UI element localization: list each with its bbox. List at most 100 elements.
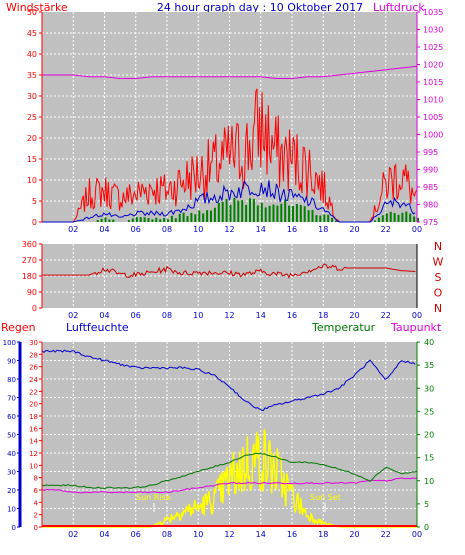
wind-x-tick-label: 20 — [349, 225, 359, 234]
wind-calm-bar — [381, 215, 384, 222]
sunset-label: Sun Set — [310, 493, 341, 502]
wind-y-tick-label: 40 — [27, 50, 37, 59]
wind-calm-bar — [100, 218, 103, 222]
humidity-y-tick-label: 90 — [7, 358, 16, 366]
wind-calm-bar — [221, 201, 224, 222]
wind-calm-bar — [327, 214, 330, 222]
wind-calm-bar — [159, 219, 162, 222]
direction-x-tick-label: 08 — [162, 311, 172, 320]
wind-x-tick-label: 12 — [224, 225, 234, 234]
direction-letter: O — [434, 287, 443, 300]
wind-y-tick-label: 15 — [27, 155, 37, 164]
direction-x-tick-label: 10 — [193, 311, 203, 320]
rain-y-tick-label: 26 — [29, 364, 38, 372]
wind-calm-bar — [143, 217, 146, 222]
wind-calm-bar — [335, 220, 337, 222]
rain-y-tick-label: 10 — [29, 462, 38, 470]
chart-title: 24 hour graph day : 10 Oktober 2017 — [157, 1, 363, 14]
wind-calm-bar — [284, 199, 287, 222]
direction-x-tick-label: 06 — [131, 311, 141, 320]
wind-calm-bar — [217, 202, 220, 222]
wind-calm-bar — [194, 214, 197, 222]
rain-y-tick-label: 28 — [29, 351, 38, 359]
wind-calm-bar — [96, 220, 99, 222]
wind-x-tick-label: 02 — [68, 225, 78, 234]
rain-y-tick-label: 0 — [34, 524, 38, 532]
humidity-temperature-panel: 0102030405060708090100024681012141618202… — [3, 338, 435, 539]
humidity-x-tick-label: 08 — [162, 530, 172, 539]
wind-calm-bar — [409, 213, 412, 222]
pressure-y-tick-label: 975 — [423, 218, 438, 227]
humidity-x-tick-label: 14 — [256, 530, 266, 539]
wind-calm-bar — [323, 214, 326, 222]
pressure-y-tick-label: 995 — [423, 148, 438, 157]
wind-calm-bar — [131, 218, 134, 222]
direction-x-tick-label: 12 — [224, 311, 234, 320]
pressure-y-tick-label: 1005 — [423, 113, 443, 122]
temp-y-tick-label: 15 — [424, 454, 434, 463]
humidity-y-tick-label: 30 — [7, 469, 16, 477]
wind-pressure-panel: 0510152025303540455097598098599099510001… — [27, 8, 444, 234]
wind-calm-bar — [303, 206, 306, 222]
wind-x-tick-label: 04 — [99, 225, 109, 234]
humidity-x-tick-label: 18 — [318, 530, 328, 539]
temp-y-tick-label: 30 — [424, 384, 434, 393]
humidity-y-tick-label: 20 — [7, 487, 16, 495]
wind-calm-bar — [135, 217, 138, 222]
wind-calm-bar — [377, 217, 380, 222]
wind-calm-bar — [374, 220, 376, 222]
header-right-label: Luftdruck — [373, 1, 425, 14]
wind-x-tick-label: 08 — [162, 225, 172, 234]
direction-y-tick-label: 0 — [32, 304, 37, 313]
wind-calm-bar — [256, 205, 259, 222]
pressure-series — [42, 65, 418, 79]
header-left-label: Windstärke — [6, 1, 68, 14]
wind-calm-bar — [213, 207, 216, 222]
humidity-y-tick-label: 100 — [3, 339, 16, 347]
direction-x-tick-label: 14 — [256, 311, 266, 320]
rain-y-tick-label: 8 — [34, 475, 38, 483]
temperature-label: Temperatur — [311, 321, 376, 334]
wind-calm-bar — [233, 197, 236, 222]
wind-calm-bar — [163, 218, 166, 222]
direction-y-tick-label: 90 — [27, 288, 37, 297]
wind-calm-bar — [397, 214, 400, 222]
wind-calm-bar — [319, 215, 322, 222]
wind-calm-bar — [264, 207, 267, 222]
temp-y-tick-label: 25 — [424, 407, 434, 416]
wind-y-tick-label: 10 — [27, 176, 37, 185]
wind-calm-bar — [292, 206, 294, 222]
wind-calm-bar — [393, 213, 396, 222]
direction-letter: S — [435, 271, 442, 284]
direction-y-tick-label: 360 — [22, 240, 37, 249]
pressure-y-tick-label: 1030 — [423, 26, 443, 35]
wind-calm-bar — [417, 217, 419, 222]
wind-calm-bar — [206, 210, 209, 222]
wind-x-tick-label: 16 — [287, 225, 297, 234]
direction-x-tick-label: 00 — [412, 311, 422, 320]
direction-letter: W — [433, 256, 444, 269]
wind-y-tick-label: 35 — [27, 71, 37, 80]
pressure-y-tick-label: 1010 — [423, 96, 443, 105]
humidity-x-tick-label: 06 — [131, 530, 141, 539]
wind-calm-bar — [127, 220, 130, 222]
wind-calm-bar — [245, 204, 248, 222]
humidity-x-tick-label: 10 — [193, 530, 203, 539]
rain-y-tick-label: 24 — [29, 376, 38, 384]
rain-y-tick-label: 18 — [29, 413, 38, 421]
rain-y-tick-label: 4 — [34, 499, 39, 507]
temp-y-tick-label: 0 — [424, 523, 429, 532]
direction-x-tick-label: 22 — [381, 311, 391, 320]
direction-letter: N — [434, 302, 442, 315]
humidity-x-tick-label: 02 — [68, 530, 78, 539]
temperature-series — [41, 452, 418, 489]
wind-x-tick-label: 22 — [381, 225, 391, 234]
humidity-y-tick-label: 60 — [7, 413, 16, 421]
wind-calm-bar — [174, 218, 177, 222]
wind-calm-bar — [147, 218, 150, 222]
wind-x-tick-label: 18 — [318, 225, 328, 234]
wind-y-tick-label: 20 — [27, 134, 37, 143]
wind-calm-bar — [389, 211, 392, 222]
